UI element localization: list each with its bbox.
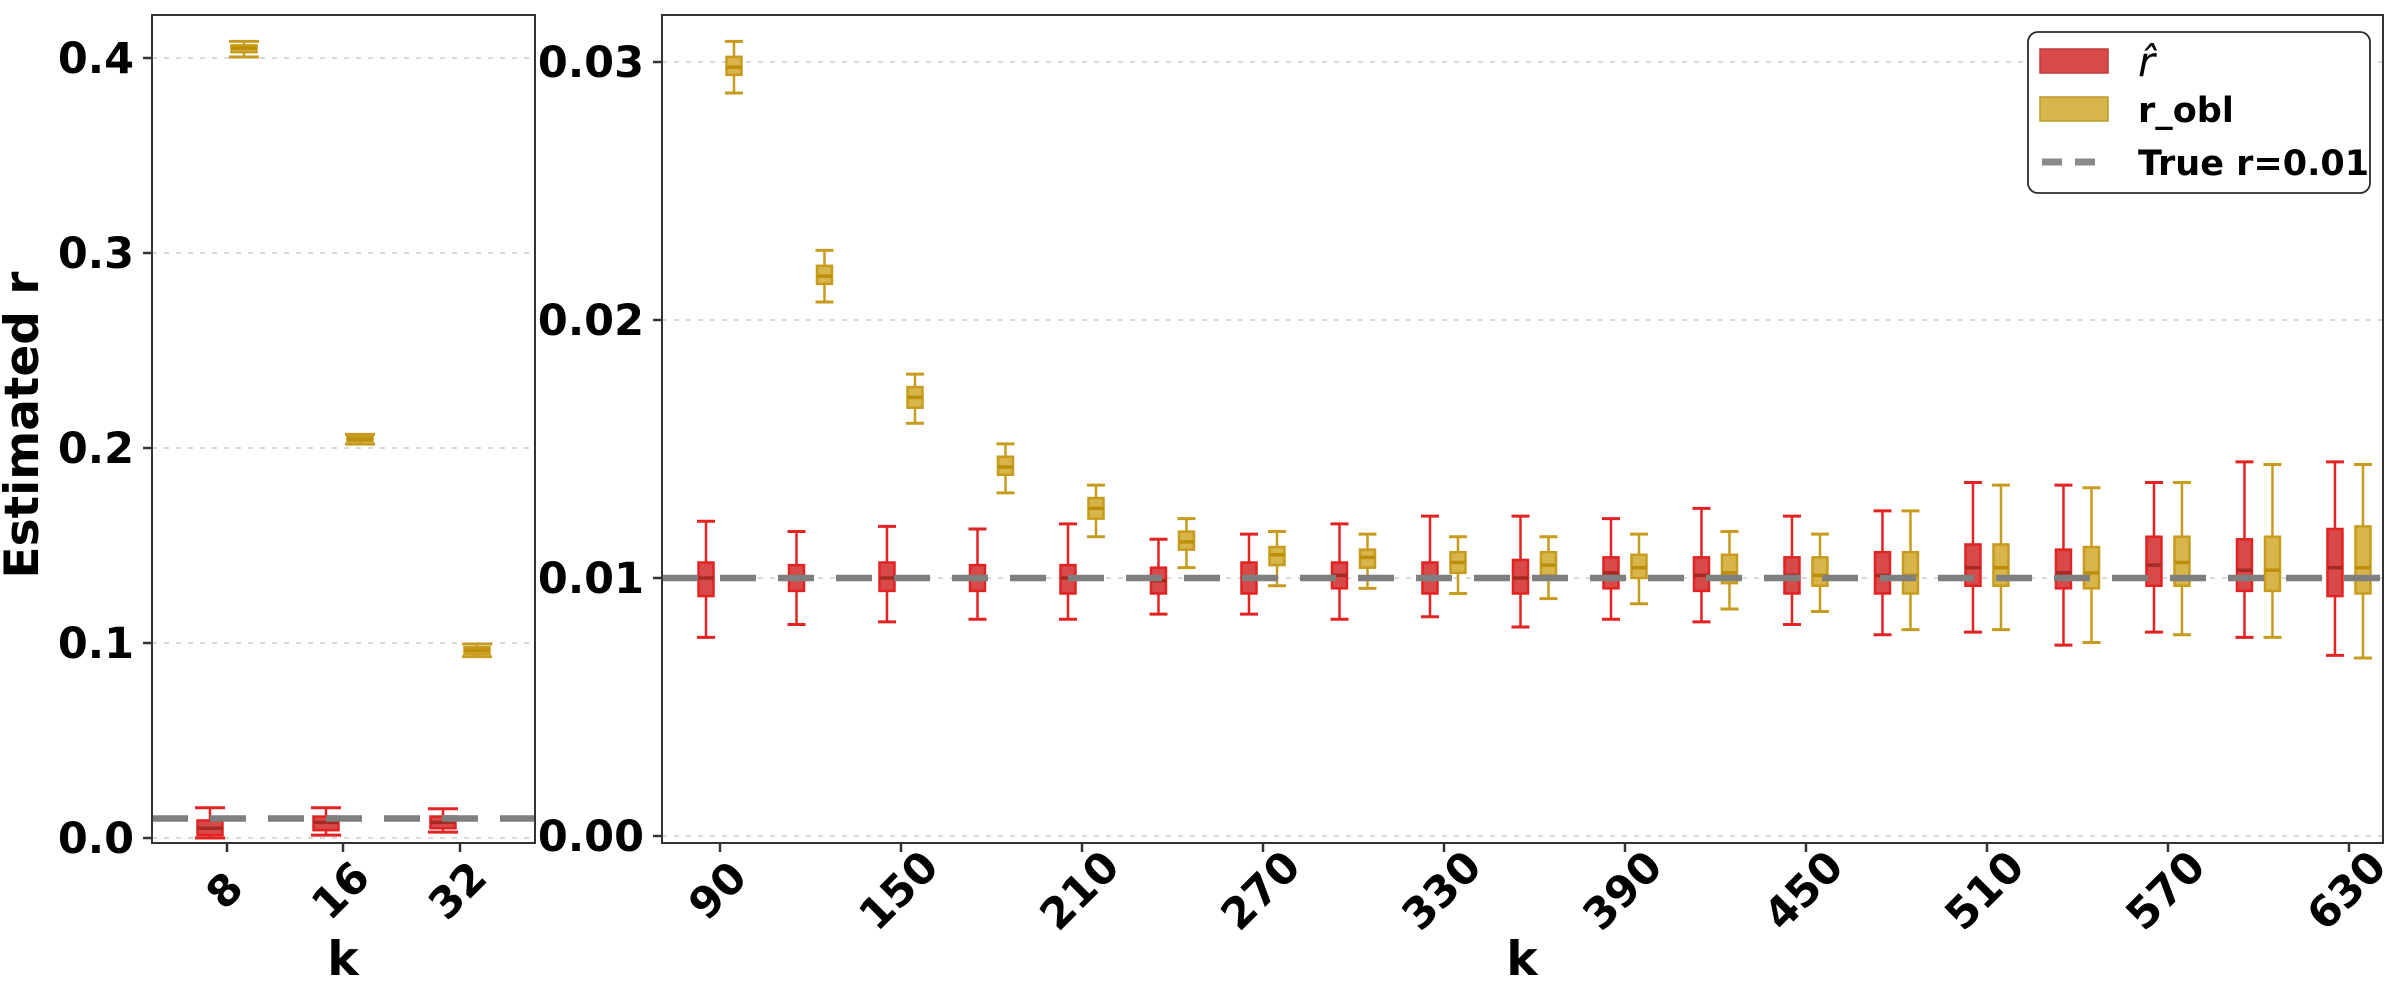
- series-red: [195, 806, 458, 840]
- y-tick-label: 0.01: [538, 554, 644, 604]
- y-tick-label: 0.0: [58, 814, 134, 864]
- box: [2354, 525, 2372, 595]
- legend-label-r-obl: r_obl: [2138, 91, 2234, 131]
- x-tick-label: 390: [1574, 842, 1673, 941]
- legend-item-true-r: True r=0.01: [2042, 144, 2369, 184]
- legend-item-r-obl: r_obl: [2039, 91, 2234, 131]
- x-tick-label: 270: [1212, 842, 1311, 941]
- x-ticks: 8 16 32: [197, 843, 497, 930]
- box: [2235, 538, 2254, 593]
- x-tick-label: 8: [197, 863, 254, 920]
- x-tick-label: 330: [1393, 842, 1492, 941]
- y-tick-label: 0.4: [58, 34, 134, 84]
- x-tick-label: 510: [1936, 842, 2035, 941]
- box: [1873, 550, 1892, 595]
- series-gold: [229, 39, 492, 659]
- axes-spines: [151, 14, 536, 844]
- x-axis-label-right: k: [1506, 932, 1539, 987]
- x-tick-label: 210: [1031, 842, 1130, 941]
- x-tick-label: 32: [419, 852, 497, 930]
- left-panel-small-k: 0.0 0.1 0.2 0.3 0.4 8 16 32: [58, 14, 536, 930]
- box: [2263, 535, 2282, 593]
- y-ticks: 0.00 0.01 0.02 0.03: [538, 38, 662, 862]
- legend-swatch-r-hat: [2039, 48, 2109, 74]
- y-tick-label: 0.00: [538, 812, 644, 862]
- y-tick-label: 0.02: [538, 296, 644, 346]
- legend-box: [2027, 31, 2371, 194]
- y-tick-label: 0.2: [58, 424, 134, 474]
- box: [2054, 548, 2073, 590]
- box: [2082, 545, 2101, 590]
- axes-spines: [661, 14, 2384, 844]
- boxes: [195, 39, 492, 840]
- y-tick-label: 0.3: [58, 229, 134, 279]
- x-axis-label-left: k: [327, 932, 360, 987]
- legend-label-true-r: True r=0.01: [2138, 144, 2369, 184]
- box: [1811, 556, 1829, 587]
- gridlines: [152, 57, 535, 839]
- x-tick-label: 630: [2298, 842, 2397, 941]
- box: [2145, 535, 2163, 587]
- legend: r̂ r_obl True r=0.01: [2027, 31, 2371, 194]
- x-tick-label: 450: [1755, 842, 1854, 941]
- legend-label-r-hat: r̂: [2138, 38, 2158, 86]
- box: [1901, 550, 1920, 595]
- x-tick-label: 150: [850, 842, 949, 941]
- y-tick-label: 0.03: [538, 38, 644, 88]
- x-tick-label: 570: [2117, 842, 2216, 941]
- legend-item-r-hat: r̂: [2039, 38, 2158, 86]
- x-tick-label: 90: [679, 852, 757, 930]
- y-tick-label: 0.1: [58, 619, 134, 669]
- y-axis-label: Estimated r: [0, 271, 50, 579]
- legend-swatch-r-obl: [2039, 96, 2109, 122]
- y-ticks: 0.0 0.1 0.2 0.3 0.4: [58, 34, 152, 864]
- x-ticks: 90 150 210 270 330 390 450 510 570 630: [679, 842, 2396, 941]
- x-tick-label: 16: [302, 852, 380, 930]
- box: [2326, 527, 2344, 598]
